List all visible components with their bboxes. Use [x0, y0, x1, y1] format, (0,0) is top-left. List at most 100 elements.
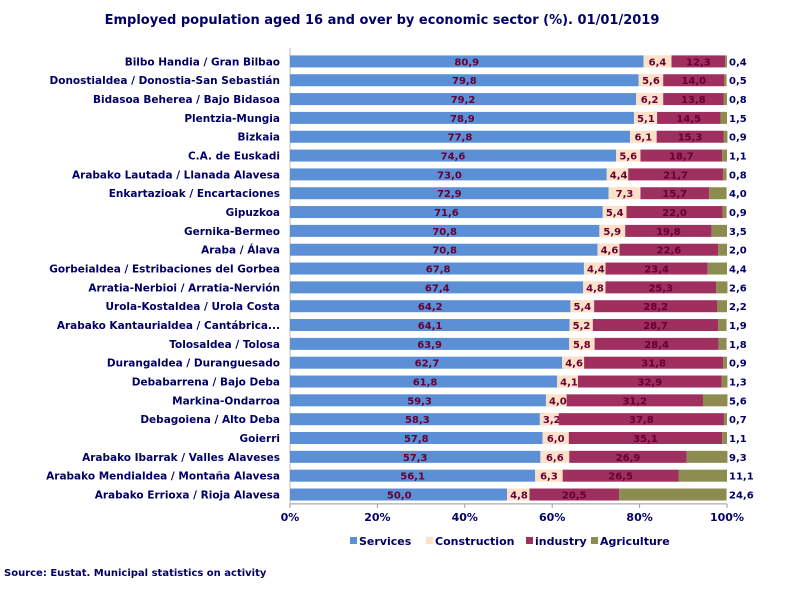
- category-label: Plentzia-Mungia: [184, 113, 280, 125]
- bar-services: [290, 469, 536, 482]
- bar-agriculture: [686, 450, 728, 463]
- bar-industry: [594, 337, 719, 350]
- legend-swatch-agriculture: [591, 537, 598, 544]
- data-label-services: 50,0: [387, 491, 412, 502]
- data-label-agriculture: 1,1: [729, 434, 747, 445]
- bar-services: [290, 432, 543, 445]
- data-label-agriculture: 4,0: [729, 189, 747, 200]
- data-label-construction: 4,4: [587, 265, 605, 276]
- bar-industry: [605, 281, 717, 294]
- data-label-services: 74,6: [441, 152, 466, 163]
- data-label-services: 63,9: [417, 340, 442, 351]
- data-label-industry: 31,2: [622, 396, 647, 407]
- data-label-agriculture: 0,8: [729, 95, 747, 106]
- category-label: C.A. de Euskadi: [188, 151, 280, 163]
- data-label-bg: [583, 281, 608, 294]
- bar-industry: [566, 394, 703, 407]
- legend-label-agriculture: Agriculture: [600, 535, 670, 548]
- x-tick-label: 80%: [626, 511, 652, 524]
- data-label-construction: 6,6: [546, 453, 564, 464]
- data-label-agriculture: 1,3: [729, 378, 747, 389]
- data-label-construction: 5,8: [573, 340, 591, 351]
- bar-industry: [626, 206, 723, 219]
- legend-label-construction: Construction: [435, 535, 514, 548]
- category-label: Gorbeialdea / Estribaciones del Gorbea: [49, 264, 280, 276]
- category-label: Gernika-Bermeo: [184, 226, 280, 238]
- data-label-bg: [557, 375, 582, 388]
- category-label: Arabako Errioxa / Rioja Alavesa: [95, 490, 280, 502]
- data-label-construction: 4,8: [510, 491, 528, 502]
- bar-industry: [605, 262, 708, 275]
- data-label-construction: 6,1: [634, 133, 652, 144]
- data-label-construction: 5,1: [637, 114, 655, 125]
- bar-agriculture: [722, 149, 727, 162]
- bar-services: [290, 375, 561, 388]
- category-label: Bizkaia: [238, 132, 280, 144]
- data-label-agriculture: 1,8: [729, 340, 747, 351]
- legend-label-industry: industry: [535, 535, 587, 548]
- data-label-construction: 6,0: [547, 434, 565, 445]
- bar-industry: [568, 432, 723, 445]
- data-label-services: 61,8: [413, 378, 438, 389]
- data-label-construction: 4,6: [601, 246, 619, 257]
- category-labels: Bilbo Handia / Gran Bilbao Donostialdea /…: [46, 56, 280, 501]
- data-label-construction: 4,4: [610, 170, 628, 181]
- category-label: Debabarrena / Bajo Deba: [132, 377, 280, 389]
- bar-services: [290, 450, 541, 463]
- data-label-bg: [631, 130, 656, 143]
- data-label-agriculture: 1,5: [729, 114, 747, 125]
- bar-services: [290, 337, 570, 350]
- x-tick-label: 0%: [281, 511, 300, 524]
- data-label-services: 56,1: [400, 472, 425, 483]
- data-label-industry: 26,5: [608, 472, 633, 483]
- category-label: Debagoiena / Alto Deba: [140, 414, 280, 426]
- category-label: Arratia-Nerbioi / Arratia-Nervión: [88, 282, 280, 294]
- data-label-industry: 15,7: [662, 189, 687, 200]
- bar-industry: [640, 187, 710, 200]
- bar-services: [290, 93, 637, 106]
- bars: 80,9 6,4 12,3 0,4 79,8 5,6 14,0 0,5 79,2 6,2 13,8 0…: [290, 55, 754, 502]
- data-label-construction: 5,9: [603, 227, 621, 238]
- bar-agriculture: [716, 281, 728, 294]
- data-label-industry: 18,7: [669, 152, 694, 163]
- bar-services: [290, 206, 603, 219]
- category-label: Bilbo Handia / Gran Bilbao: [125, 56, 280, 68]
- data-label-industry: 22,0: [662, 208, 687, 219]
- data-label-services: 78,9: [450, 114, 475, 125]
- data-label-agriculture: 9,3: [729, 453, 747, 464]
- data-label-bg: [570, 300, 595, 313]
- bar-industry: [671, 55, 726, 68]
- bar-industry: [558, 413, 724, 426]
- bar-services: [290, 356, 564, 369]
- bar-industry: [594, 300, 718, 313]
- bar-industry: [562, 469, 679, 482]
- data-label-construction: 5,4: [606, 208, 624, 219]
- data-label-bg: [606, 168, 631, 181]
- data-label-industry: 15,3: [678, 133, 703, 144]
- data-label-services: 57,8: [404, 434, 429, 445]
- data-label-agriculture: 0,4: [729, 57, 747, 68]
- data-label-agriculture: 2,2: [729, 302, 747, 313]
- data-label-industry: 13,8: [681, 95, 706, 106]
- bar-services: [290, 111, 635, 124]
- data-label-construction: 4,1: [560, 378, 578, 389]
- category-label: Araba / Álava: [201, 244, 280, 257]
- data-label-construction: 4,0: [549, 396, 567, 407]
- category-label: Donostialdea / Donostia-San Sebastián: [50, 75, 280, 87]
- bar-services: [290, 149, 617, 162]
- category-label: Enkartazioak / Encartaciones: [109, 188, 280, 200]
- bar-services: [290, 488, 509, 501]
- data-label-industry: 32,9: [638, 378, 663, 389]
- bar-industry: [640, 149, 723, 162]
- bar-industry: [592, 319, 719, 332]
- legend-swatch-construction: [426, 537, 433, 544]
- data-label-construction: 3,2: [543, 415, 561, 426]
- data-label-agriculture: 0,9: [729, 208, 747, 219]
- data-label-industry: 12,3: [686, 57, 711, 68]
- data-label-agriculture: 0,9: [729, 359, 747, 370]
- bar-agriculture: [722, 206, 727, 219]
- category-label: Tolosaldea / Tolosa: [169, 339, 280, 351]
- data-label-construction: 5,6: [619, 152, 637, 163]
- bar-services: [290, 74, 639, 87]
- bar-industry: [529, 488, 620, 501]
